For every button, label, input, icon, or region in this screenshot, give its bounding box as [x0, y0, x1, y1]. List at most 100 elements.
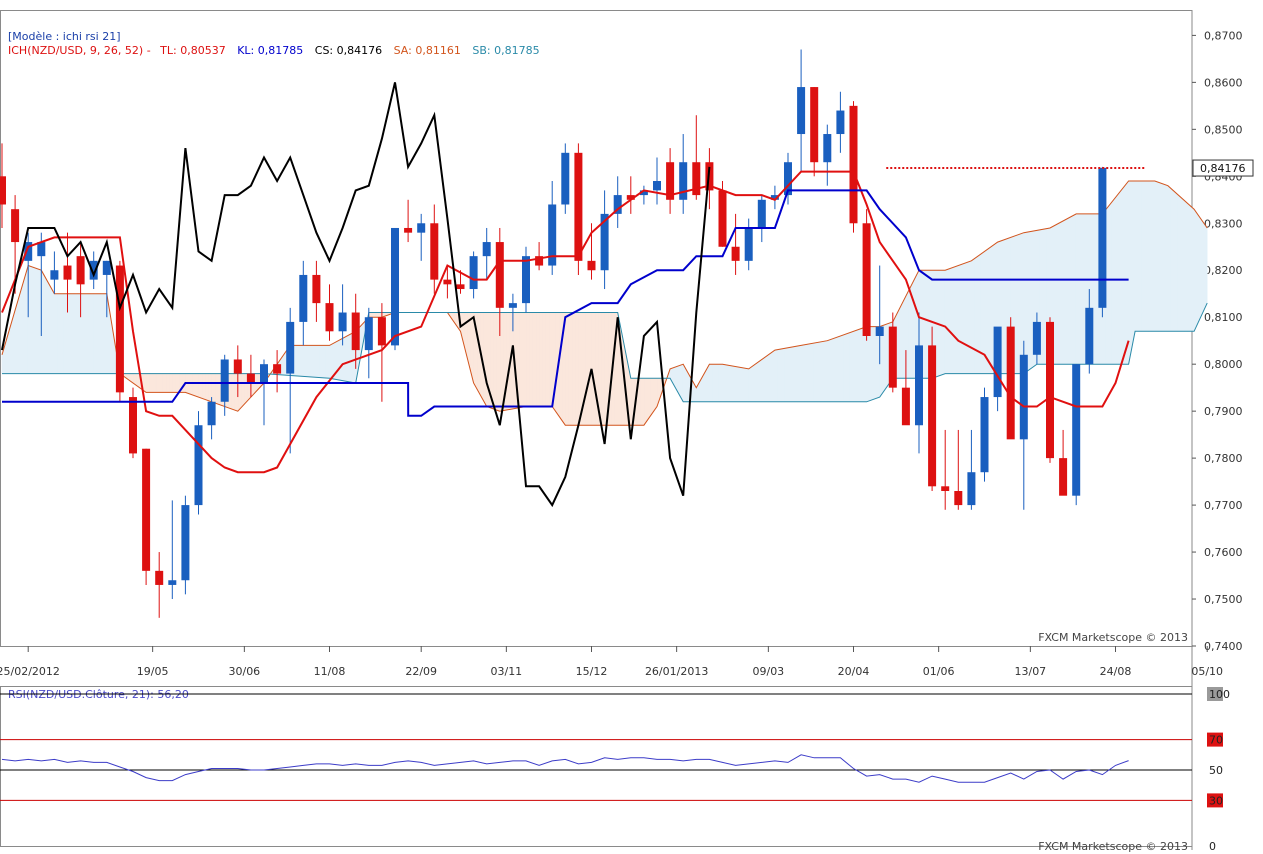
candle-body — [456, 284, 465, 290]
kumo-segment — [807, 343, 812, 403]
candle-body — [653, 181, 661, 191]
kumo-segment — [483, 312, 488, 408]
candle-body — [692, 162, 701, 196]
kumo-segment — [810, 342, 815, 403]
rsi-level-badge — [1207, 793, 1223, 808]
kumo-segment — [319, 345, 324, 379]
kumo-segment — [820, 340, 825, 403]
kumo-segment — [47, 281, 52, 374]
candle-body — [220, 359, 229, 402]
candle-body — [666, 162, 675, 200]
kumo-segment — [754, 361, 759, 403]
kumo-segment — [1203, 222, 1208, 311]
kumo-segment — [853, 329, 858, 403]
current-price-label: 0,84176 — [1200, 162, 1246, 175]
kumo-segment — [201, 373, 206, 400]
candle-body — [810, 87, 819, 163]
candle-body — [980, 397, 989, 473]
x-tick-label: 26/01/2013 — [645, 665, 708, 678]
candle-body — [76, 256, 85, 285]
kumo-segment — [1187, 202, 1192, 332]
candle-body — [155, 570, 164, 585]
kumo-segment — [571, 312, 576, 426]
kumo-segment — [1197, 212, 1201, 325]
kumo-segment — [191, 373, 196, 397]
kumo-segment — [1200, 217, 1205, 318]
kumo-segment — [345, 334, 350, 383]
kumo-segment — [646, 377, 651, 422]
watermark-rsi: FXCM Marketscope © 2013 — [1038, 840, 1188, 853]
candle-body — [63, 265, 72, 280]
kumo-segment — [545, 312, 550, 407]
kumo-segment — [849, 330, 854, 403]
kumo-segment — [771, 349, 776, 403]
kumo-segment — [643, 377, 648, 427]
candle-body — [102, 260, 111, 275]
kumo-segment — [823, 340, 828, 403]
candle-body — [299, 274, 308, 322]
kumo-segment — [971, 257, 976, 374]
kumo-segment — [1157, 181, 1162, 332]
kumo-segment — [214, 373, 219, 405]
kumo-segment — [1111, 196, 1116, 365]
kumo-segment — [715, 363, 720, 403]
candle-body — [430, 223, 439, 280]
candle-body — [443, 279, 452, 285]
kumo-segment — [859, 327, 864, 403]
kumo-segment — [600, 312, 605, 426]
kumo-segment — [1180, 196, 1185, 332]
kumo-segment — [836, 335, 841, 403]
candle-body — [312, 274, 321, 304]
candle-body — [417, 223, 426, 233]
kumo-segment — [322, 345, 327, 379]
candle-body — [757, 199, 766, 228]
kumo-segment — [574, 312, 579, 426]
rsi-level-label: 100 — [1209, 688, 1230, 701]
legend-sa: SA: 0,81161 — [393, 44, 461, 57]
kumo-segment — [31, 266, 36, 374]
candle-body — [639, 190, 648, 196]
candle-body — [351, 312, 360, 351]
kumo-segment — [73, 293, 78, 374]
candle-body — [561, 152, 570, 205]
rsi-level-badge — [1207, 732, 1223, 747]
kumo-segment — [725, 364, 730, 403]
kumo-segment — [1072, 213, 1077, 365]
kumo-segment — [764, 354, 769, 403]
kumo-segment — [528, 312, 533, 407]
y-tick-label: 0,7500 — [1204, 593, 1243, 606]
candle-body — [11, 209, 20, 243]
kumo-segment — [781, 347, 786, 403]
kumo-segment — [564, 312, 569, 426]
kumo-segment — [941, 269, 946, 376]
kumo-segment — [1066, 216, 1070, 365]
kumo-segment — [843, 333, 848, 403]
legend-cs: CS: 0,84176 — [314, 44, 383, 57]
kumo-segment — [525, 312, 530, 407]
candle-body — [928, 345, 937, 487]
candle-body — [482, 242, 491, 257]
candle-body — [1072, 364, 1081, 496]
x-tick-label: 25/02/2012 — [0, 665, 60, 678]
kumo-segment — [155, 373, 160, 393]
kumo-segment — [1161, 182, 1165, 332]
candle-body — [1046, 321, 1054, 459]
kumo-segment — [538, 312, 543, 407]
x-tick-label: 22/09 — [405, 665, 437, 678]
kumo-segment — [826, 339, 831, 403]
candle-body — [574, 152, 583, 261]
kumo-segment — [650, 377, 655, 417]
kumo-segment — [872, 326, 877, 400]
candle-body — [273, 364, 282, 374]
candle-body — [1019, 354, 1028, 440]
candle-body — [508, 303, 517, 308]
kumo-segment — [86, 293, 91, 374]
candle-body — [115, 265, 124, 393]
kumo-segment — [309, 345, 314, 378]
indicator-name: ICH(NZD/USD, 9, 26, 52) - — [8, 44, 151, 57]
kumo-segment — [296, 345, 301, 377]
candle-body — [0, 176, 6, 205]
candle-body — [194, 425, 203, 506]
y-tick-label: 0,8100 — [1204, 311, 1243, 324]
